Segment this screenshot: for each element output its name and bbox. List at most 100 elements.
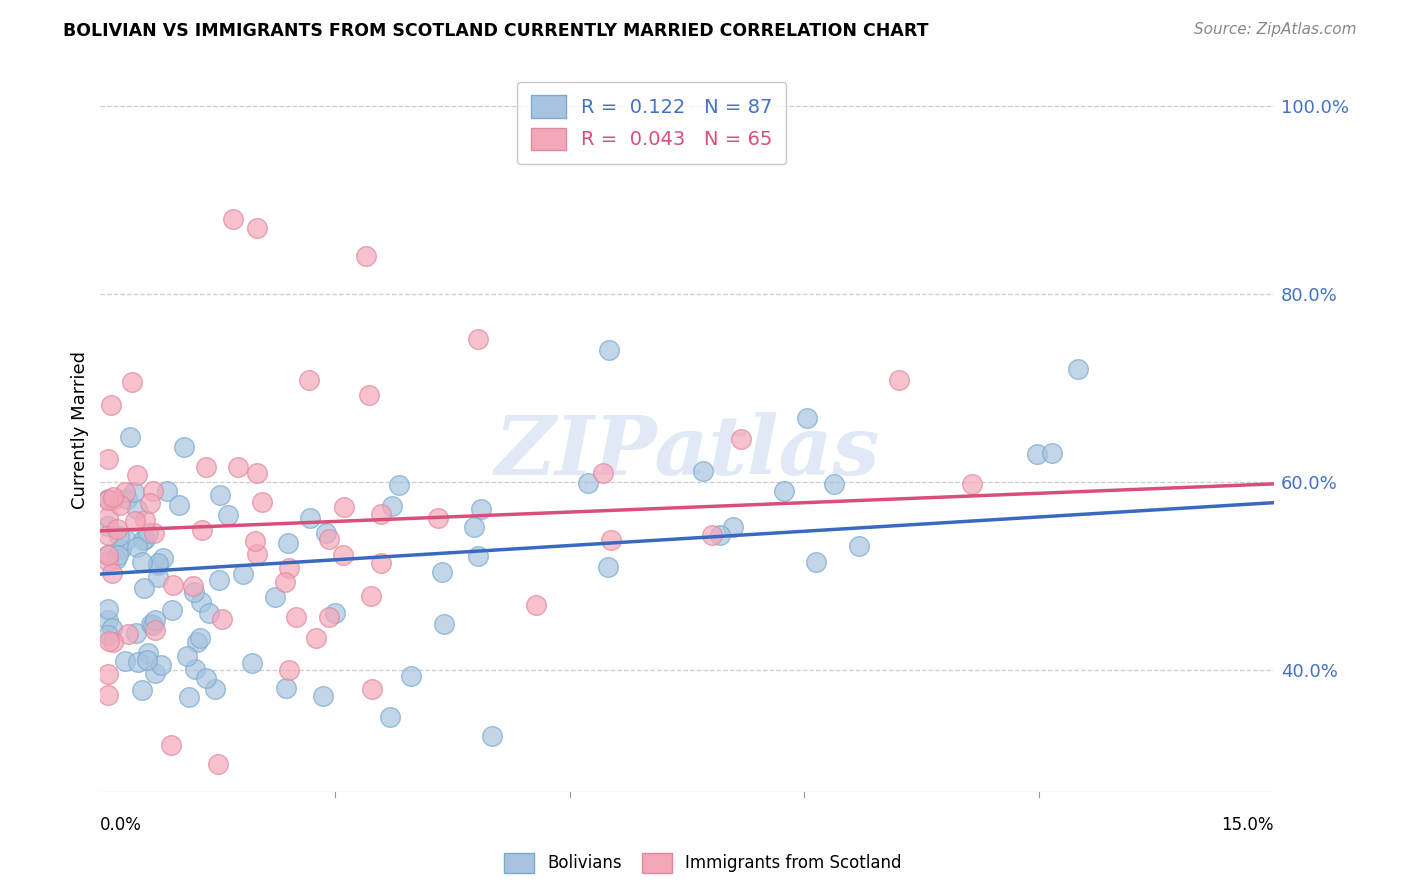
Point [318,532,340,546]
Point [159,738,181,752]
Point [115,492,138,507]
Point [463,520,485,534]
Point [143,623,166,637]
Point [186,635,208,649]
Point [132,582,155,596]
Point [184,662,207,676]
Point [887,374,910,388]
Point [470,502,492,516]
Point [208,573,231,587]
Point [730,432,752,446]
Point [360,589,382,603]
Point [149,658,172,673]
Point [107,548,129,562]
Point [97,554,120,568]
Point [100,398,122,412]
Point [124,484,146,499]
Point [198,607,221,621]
Point [600,533,623,548]
Legend: R =  0.122   N = 87, R =  0.043   N = 65: R = 0.122 N = 87, R = 0.043 N = 65 [517,82,786,164]
Point [108,498,131,512]
Point [124,514,146,528]
Point [304,632,326,646]
Point [148,558,170,572]
Point [232,567,254,582]
Point [190,523,212,537]
Point [125,502,148,516]
Point [804,555,827,569]
Point [370,557,392,571]
Point [217,508,239,522]
Point [125,468,148,483]
Point [131,682,153,697]
Point [100,621,122,635]
Point [136,525,159,540]
Point [332,548,354,562]
Point [211,612,233,626]
Point [381,500,404,514]
Point [190,595,212,609]
Point [357,387,380,401]
Text: ZIPatlas: ZIPatlas [495,412,880,492]
Point [134,532,156,546]
Point [101,490,124,504]
Point [596,560,619,574]
Point [273,574,295,589]
Point [139,496,162,510]
Point [101,634,124,648]
Point [298,510,321,524]
Point [285,610,308,624]
Point [298,373,321,387]
Point [97,509,120,524]
Point [278,561,301,575]
Text: 15.0%: 15.0% [1222,815,1274,834]
Point [142,617,165,632]
Point [195,672,218,686]
Text: BOLIVIAN VS IMMIGRANTS FROM SCOTLAND CURRENTLY MARRIED CORRELATION CHART: BOLIVIAN VS IMMIGRANTS FROM SCOTLAND CUR… [63,22,929,40]
Point [723,520,745,534]
Point [162,577,184,591]
Point [315,526,337,541]
Point [246,547,269,561]
Point [173,440,195,454]
Point [110,541,132,556]
Point [97,528,120,542]
Point [848,539,870,553]
Point [399,669,422,683]
Point [179,690,201,704]
Point [156,483,179,498]
Point [142,484,165,499]
Point [226,459,249,474]
Point [104,552,127,566]
Point [181,579,204,593]
Point [356,250,378,264]
Text: 0.0%: 0.0% [100,815,142,834]
Point [823,476,845,491]
Point [117,627,139,641]
Point [131,555,153,569]
Point [114,533,136,547]
Point [204,681,226,696]
Point [143,666,166,681]
Point [426,511,449,525]
Point [312,689,335,703]
Point [97,667,120,681]
Point [274,681,297,696]
Point [467,332,489,346]
Point [370,507,392,521]
Point [246,466,269,480]
Point [772,483,794,498]
Point [134,513,156,527]
Point [148,556,170,570]
Point [143,613,166,627]
Point [709,528,731,542]
Point [243,534,266,549]
Point [576,475,599,490]
Point [1067,362,1090,376]
Point [97,491,120,506]
Point [481,729,503,743]
Point [1026,447,1049,461]
Point [97,628,120,642]
Point [97,548,120,562]
Point [127,655,149,669]
